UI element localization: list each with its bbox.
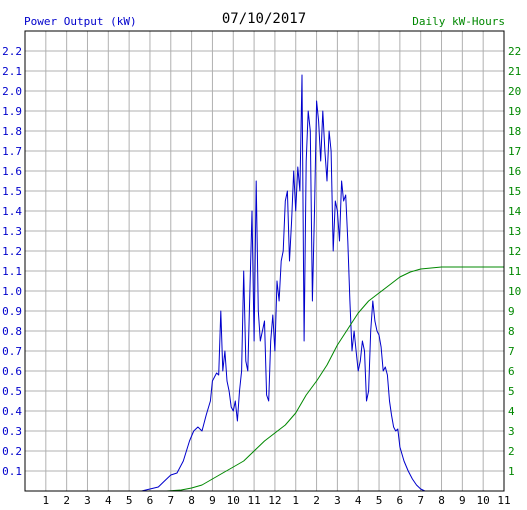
- left-tick-label: 2.0: [2, 85, 22, 98]
- right-tick-label: 17: [508, 145, 521, 158]
- x-tick-label: 1: [43, 494, 50, 507]
- right-tick-label: 7: [508, 345, 515, 358]
- left-tick-label: 1.2: [2, 245, 22, 258]
- right-tick-label: 9: [508, 305, 515, 318]
- right-tick-label: 1: [508, 465, 515, 478]
- power-output-line: [141, 74, 438, 492]
- x-tick-label: 3: [84, 494, 91, 507]
- right-tick-label: 20: [508, 85, 521, 98]
- left-tick-label: 2.2: [2, 45, 22, 58]
- x-tick-label: 8: [188, 494, 195, 507]
- right-tick-label: 3: [508, 425, 515, 438]
- x-tick-label: 5: [376, 494, 383, 507]
- right-tick-label: 16: [508, 165, 521, 178]
- x-tick-label: 11: [497, 494, 510, 507]
- left-tick-label: 0.7: [2, 345, 22, 358]
- x-tick-label: 12: [268, 494, 281, 507]
- x-tick-label: 10: [477, 494, 490, 507]
- x-tick-label: 3: [334, 494, 341, 507]
- x-tick-label: 6: [147, 494, 154, 507]
- x-tick-label: 9: [459, 494, 466, 507]
- left-tick-label: 0.6: [2, 365, 22, 378]
- left-tick-label: 1.0: [2, 285, 22, 298]
- left-tick-label: 0.3: [2, 425, 22, 438]
- x-tick-label: 6: [397, 494, 404, 507]
- right-tick-label: 10: [508, 285, 521, 298]
- left-tick-label: 1.3: [2, 225, 22, 238]
- left-tick-label: 1.5: [2, 185, 22, 198]
- right-tick-label: 21: [508, 65, 521, 78]
- left-tick-label: 0.9: [2, 305, 22, 318]
- left-tick-label: 0.5: [2, 385, 22, 398]
- left-axis-label: Power Output (kW): [24, 15, 137, 28]
- right-tick-label: 4: [508, 405, 515, 418]
- right-tick-label: 12: [508, 245, 521, 258]
- left-tick-label: 1.4: [2, 205, 22, 218]
- x-axis-ticks: 1 2 3 4 5 6 7 8 9 10 11 12 1 2 3 4 5 6 7 8 9 10 11: [43, 494, 511, 507]
- chart-grid: [25, 31, 504, 491]
- daily-kwh-line: [166, 266, 504, 492]
- x-tick-label: 9: [209, 494, 216, 507]
- chart-title: 07/10/2017: [222, 11, 306, 27]
- x-tick-label: 8: [438, 494, 445, 507]
- right-tick-label: 13: [508, 225, 521, 238]
- x-tick-label: 4: [105, 494, 112, 507]
- series-lines: [141, 74, 504, 492]
- x-tick-label: 11: [247, 494, 260, 507]
- left-tick-label: 0.4: [2, 405, 22, 418]
- left-tick-label: 1.6: [2, 165, 22, 178]
- right-tick-label: 2: [508, 445, 515, 458]
- right-tick-label: 11: [508, 265, 521, 278]
- right-tick-label: 22: [508, 45, 521, 58]
- right-tick-label: 14: [508, 205, 522, 218]
- right-tick-label: 8: [508, 325, 515, 338]
- left-tick-label: 0.1: [2, 465, 22, 478]
- left-tick-label: 1.9: [2, 105, 22, 118]
- x-tick-label: 10: [227, 494, 240, 507]
- right-tick-label: 6: [508, 365, 515, 378]
- right-tick-label: 19: [508, 105, 521, 118]
- x-tick-label: 2: [313, 494, 320, 507]
- x-tick-label: 1: [292, 494, 299, 507]
- x-tick-label: 2: [63, 494, 70, 507]
- x-tick-label: 7: [417, 494, 424, 507]
- right-tick-label: 15: [508, 185, 521, 198]
- left-tick-label: 1.1: [2, 265, 22, 278]
- right-axis-label: Daily kW-Hours: [412, 15, 505, 28]
- x-tick-label: 4: [355, 494, 362, 507]
- left-tick-label: 0.2: [2, 445, 22, 458]
- left-tick-label: 0.8: [2, 325, 22, 338]
- x-tick-label: 7: [167, 494, 174, 507]
- left-tick-label: 1.7: [2, 145, 22, 158]
- left-tick-label: 1.8: [2, 125, 22, 138]
- right-tick-label: 18: [508, 125, 521, 138]
- left-axis-ticks: 0.1 0.2 0.3 0.4 0.5 0.6 0.7 0.8 0.9 1.0 1.1 1.2 1.3 1…: [2, 45, 22, 478]
- left-tick-label: 2.1: [2, 65, 22, 78]
- right-tick-label: 5: [508, 385, 515, 398]
- plot-frame: [24, 30, 505, 492]
- x-tick-label: 5: [126, 494, 133, 507]
